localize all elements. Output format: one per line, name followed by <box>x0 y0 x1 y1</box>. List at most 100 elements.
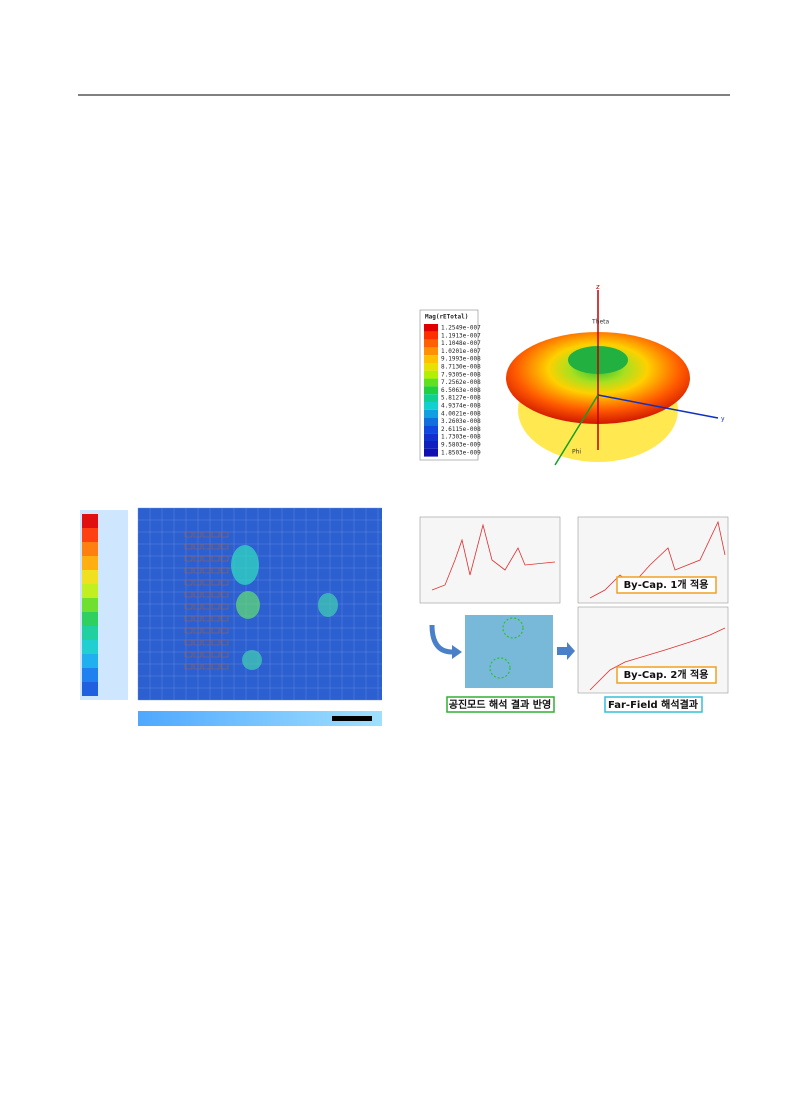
component <box>193 543 202 550</box>
legend-value: 1.2549e-007 <box>441 325 481 332</box>
label: 공진모드 해석 결과 반영 <box>449 698 551 711</box>
arrow <box>557 642 575 660</box>
highlight <box>489 657 511 679</box>
legend-value: 9.5803e-009 <box>441 442 481 449</box>
antenna-figure: Mag(rETotal) 1.2549e-0071.1913e-0071.104… <box>419 283 725 466</box>
legend-swatch <box>82 668 98 682</box>
component <box>202 555 211 562</box>
hotspot <box>242 650 262 670</box>
legend-swatch <box>82 556 98 570</box>
component <box>220 663 229 670</box>
component <box>202 579 211 586</box>
component <box>211 603 220 610</box>
component <box>193 603 202 610</box>
scale-bar <box>138 711 382 726</box>
legend-value: 4.9374e-008 <box>441 403 481 410</box>
hotspot <box>231 545 259 585</box>
legend-swatch <box>82 514 98 528</box>
component <box>211 531 220 538</box>
pcb-photo <box>465 615 553 688</box>
label-box <box>616 576 717 594</box>
legend-title: Mag(rETotal) <box>425 314 468 321</box>
component <box>184 651 193 658</box>
hotspot <box>236 591 260 619</box>
legend-swatch <box>82 640 98 654</box>
component <box>202 603 211 610</box>
component <box>202 531 211 538</box>
legend-swatch <box>82 528 98 542</box>
component <box>184 627 193 634</box>
component <box>211 543 220 550</box>
component <box>220 651 229 658</box>
component <box>220 615 229 622</box>
component <box>184 591 193 598</box>
component <box>211 663 220 670</box>
label: By-Cap. 1개 적용 <box>624 578 709 591</box>
legend-swatch <box>424 402 438 410</box>
component <box>193 651 202 658</box>
heatmap-figure <box>80 507 382 726</box>
component <box>193 531 202 538</box>
label-box <box>604 696 703 713</box>
component <box>193 591 202 598</box>
component <box>184 555 193 562</box>
legend-swatch <box>424 355 438 363</box>
x-axis <box>554 394 599 466</box>
legend-value: 7.9305e-008 <box>441 371 481 378</box>
component <box>202 651 211 658</box>
component <box>184 567 193 574</box>
legend-swatch <box>82 612 98 626</box>
component <box>193 663 202 670</box>
component <box>184 531 193 538</box>
legend-swatch <box>82 584 98 598</box>
component <box>202 543 211 550</box>
y-axis <box>597 394 719 419</box>
component <box>220 531 229 538</box>
legend-value: 1.1048e-007 <box>441 340 481 347</box>
legend-swatch <box>424 363 438 371</box>
legend-swatch <box>424 425 438 434</box>
legend-swatch <box>424 433 438 441</box>
component <box>220 603 229 610</box>
highlight <box>502 617 524 639</box>
component <box>211 639 220 646</box>
legend-value: 8.7130e-008 <box>441 364 481 371</box>
far-field-figure: By-Cap. 1개 적용 By-Cap. 2개 적용 공진모드 해석 결과 반… <box>419 516 729 713</box>
component <box>211 651 220 658</box>
legend-swatch <box>424 448 438 457</box>
legend-value: 6.5063e-008 <box>441 387 481 394</box>
heatmap-legend-colors <box>82 514 98 696</box>
plot-curve <box>431 523 556 591</box>
legend-swatch <box>424 331 438 340</box>
arrow <box>429 624 453 655</box>
legend-swatch <box>82 598 98 612</box>
plot-panel <box>419 516 561 604</box>
legend-swatch <box>424 409 438 418</box>
component <box>184 543 193 550</box>
component <box>184 615 193 622</box>
legend-value: 1.7303e-008 <box>441 434 481 441</box>
component <box>211 555 220 562</box>
component <box>193 639 202 646</box>
hotspot <box>318 593 338 617</box>
component <box>211 567 220 574</box>
scale-marker <box>332 716 372 721</box>
component <box>211 579 220 586</box>
label-box <box>616 666 717 684</box>
legend-value: 9.1993e-008 <box>441 356 481 363</box>
legend-swatch <box>82 570 98 584</box>
component <box>184 579 193 586</box>
legend-value: 4.0021e-008 <box>441 410 481 417</box>
component <box>220 639 229 646</box>
legend-swatch <box>82 542 98 556</box>
legend-swatch <box>424 417 438 426</box>
legend-value: 2.6115e-008 <box>441 426 481 433</box>
component <box>220 555 229 562</box>
arrow-head <box>452 645 462 659</box>
component <box>193 555 202 562</box>
component <box>193 567 202 574</box>
component <box>193 615 202 622</box>
legend-swatch <box>424 378 438 387</box>
legend-value: 3.2603e-008 <box>441 418 481 425</box>
